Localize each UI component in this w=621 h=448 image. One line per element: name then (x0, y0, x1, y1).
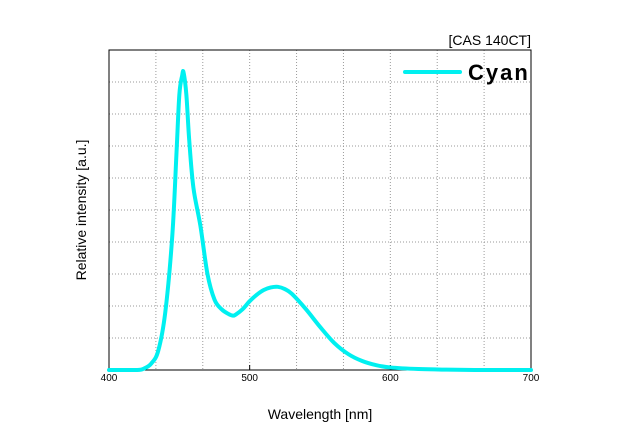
legend: Cyan (403, 60, 530, 85)
y-axis-label: Relative intensity [a.u.] (73, 140, 89, 281)
x-tick-label: 500 (241, 373, 258, 384)
x-tick-label: 400 (101, 373, 118, 384)
series-line-cyan (107, 69, 533, 373)
instrument-label: [CAS 140CT] (449, 32, 531, 48)
legend-label-cyan: Cyan (468, 60, 530, 85)
grid (109, 50, 531, 370)
x-tick-label: 700 (523, 373, 540, 384)
x-tick-label: 600 (382, 373, 399, 384)
x-tick-labels: 400 500 600 700 (101, 373, 540, 384)
x-axis-label: Wavelength [nm] (268, 406, 373, 422)
plot-frame (108, 49, 532, 371)
